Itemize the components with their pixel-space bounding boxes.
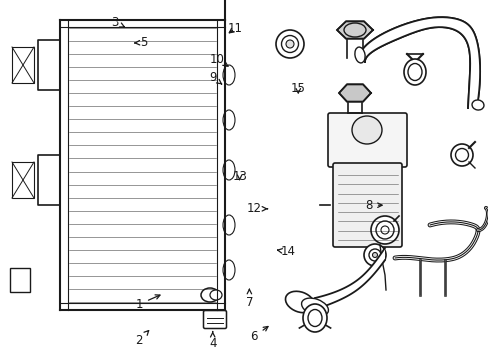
Text: 7: 7 [245,289,253,309]
Ellipse shape [351,116,381,144]
Ellipse shape [223,65,235,85]
Text: 5: 5 [135,36,148,49]
Ellipse shape [403,59,425,85]
Text: 12: 12 [246,202,267,215]
Text: 13: 13 [232,170,246,183]
Ellipse shape [407,63,421,81]
FancyBboxPatch shape [332,163,401,247]
FancyBboxPatch shape [327,113,406,167]
Bar [10,268,30,292]
Polygon shape [359,17,479,108]
Text: 8: 8 [365,199,381,212]
Ellipse shape [209,290,222,300]
Ellipse shape [301,298,328,316]
Ellipse shape [303,304,326,332]
Bar [12,47,34,83]
Ellipse shape [275,30,304,58]
Text: 9: 9 [208,71,221,84]
Ellipse shape [363,244,385,266]
Text: 2: 2 [135,330,148,347]
Ellipse shape [380,226,388,234]
Ellipse shape [201,288,219,302]
Text: 3: 3 [111,16,124,29]
Text: 4: 4 [208,332,216,350]
Text: 10: 10 [210,53,227,66]
Ellipse shape [375,221,393,239]
Ellipse shape [223,215,235,235]
Text: 15: 15 [290,82,305,95]
Ellipse shape [307,310,321,327]
Ellipse shape [223,160,235,180]
FancyBboxPatch shape [203,310,226,328]
Ellipse shape [285,291,314,313]
Text: 1: 1 [135,295,160,311]
Ellipse shape [450,144,472,166]
Ellipse shape [354,47,365,63]
Ellipse shape [454,148,468,162]
Polygon shape [336,21,372,39]
Ellipse shape [368,249,380,261]
Polygon shape [307,248,384,312]
Bar [12,162,34,198]
Text: 14: 14 [277,246,295,258]
Ellipse shape [281,36,298,53]
Polygon shape [338,84,370,102]
Ellipse shape [285,40,293,48]
Ellipse shape [372,252,377,257]
Ellipse shape [471,100,483,110]
Text: 6: 6 [250,327,267,343]
Text: 11: 11 [227,22,242,35]
Ellipse shape [223,260,235,280]
Ellipse shape [370,216,398,244]
Ellipse shape [223,110,235,130]
